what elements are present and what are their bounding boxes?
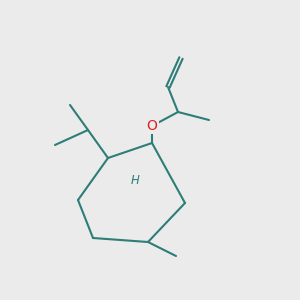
- Text: O: O: [147, 119, 158, 133]
- Text: H: H: [130, 173, 140, 187]
